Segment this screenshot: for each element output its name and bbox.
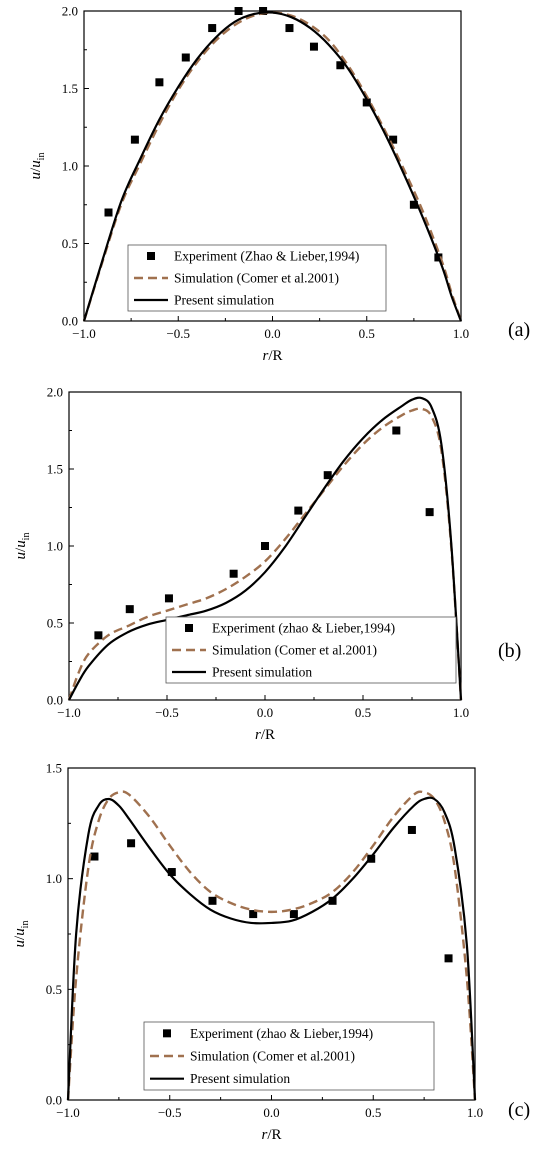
- chart-c-legend-label: Simulation (Comer et al.2001): [190, 1049, 355, 1064]
- chart-b-panel-label: (b): [498, 640, 521, 662]
- chart-c-legend-label: Present simulation: [190, 1071, 290, 1086]
- chart-c-experiment-point: [249, 910, 258, 919]
- chart-a-x-tick-label: −0.5: [166, 326, 190, 341]
- chart-c-present-simulation-line: [66, 796, 477, 1101]
- chart-a-experiment-point: [309, 42, 318, 51]
- chart-b-legend-box: [165, 616, 457, 684]
- chart-c-experiment-point: [444, 954, 453, 963]
- chart-b-experiment-point: [323, 471, 332, 480]
- chart-a-y-tick-label: 0.5: [62, 236, 78, 251]
- chart-c-svg: −1.0 −0.5 0.0 0.5 1.0 0.0 0.5 1.0 1.5 r/R u/uin Exp…: [12, 761, 530, 1144]
- chart-c-legend-box: [143, 1021, 435, 1091]
- chart-b-experiment-point: [164, 594, 173, 603]
- chart-a-legend-box: [127, 244, 387, 312]
- chart-b-y-tick-label: 2.0: [47, 385, 63, 400]
- chart-a-y-axis-label: u/uin: [28, 153, 47, 180]
- chart-a-experiment-point: [181, 53, 190, 62]
- chart-a-present-simulation-line: [82, 11, 463, 322]
- chart-b-x-tick-label: −0.5: [155, 705, 179, 720]
- chart-b-y-tick-label: 0.5: [47, 616, 63, 631]
- chart-a-svg: −1.0 −0.5 0.0 0.5 1.0 0.0 0.5 1.0 1.5 2.0 r/R u/uin…: [28, 4, 530, 365]
- chart-b-present-simulation-line: [68, 396, 463, 701]
- chart-a-y-tick-label: 0.0: [62, 314, 78, 329]
- chart-c-experiment-point: [328, 896, 337, 905]
- chart-a-panel-label: (a): [508, 319, 530, 341]
- chart-b-experiment-point: [125, 605, 134, 614]
- chart-a-experiment-point: [130, 135, 139, 144]
- chart-a-experiment-point: [362, 98, 371, 107]
- chart-b-experiment-point: [94, 631, 103, 640]
- chart-a-experiment-point: [208, 24, 217, 33]
- chart-c-y-axis-label: u/uin: [12, 921, 31, 948]
- chart-a-experiment-point: [389, 135, 398, 144]
- chart-c-experiment-point: [167, 868, 176, 877]
- chart-b-y-tick-label: 0.0: [47, 693, 63, 708]
- chart-a-experiment-point: [259, 7, 268, 15]
- chart-c-legend-marker: [163, 1029, 171, 1038]
- chart-b-y-tick-label: 1.0: [47, 539, 63, 554]
- chart-c-y-tick-label: 0.5: [46, 982, 62, 997]
- chart-a-experiment-point: [409, 200, 418, 209]
- chart-c-panel-label: (c): [508, 1099, 530, 1121]
- chart-b-experiment-point: [229, 569, 238, 578]
- chart-a-y-tick-label: 1.5: [62, 81, 78, 96]
- chart-c-x-tick-label: 0.0: [263, 1105, 279, 1120]
- chart-b-x-tick-label: −1.0: [57, 705, 81, 720]
- chart-c-legend-label: Experiment (zhao & Lieber,1994): [190, 1026, 373, 1041]
- chart-c-x-tick-label: 0.5: [365, 1105, 381, 1120]
- chart-a-y-tick-label: 1.0: [62, 159, 78, 174]
- panel-c: −1.0 −0.5 0.0 0.5 1.0 0.0 0.5 1.0 1.5 r/R u/uin Exp…: [0, 750, 550, 1157]
- chart-c-experiment-point: [289, 910, 298, 919]
- chart-b-legend-marker: [185, 624, 193, 632]
- chart-c-y-tick-label: 1.0: [46, 871, 62, 886]
- chart-c-comer-simulation-line: [66, 790, 477, 1101]
- chart-a-experiment-point: [104, 208, 113, 217]
- chart-a-experiment-point: [234, 7, 243, 15]
- chart-b-x-tick-label: 0.5: [355, 705, 371, 720]
- chart-a-x-tick-label: 0.0: [264, 326, 280, 341]
- chart-a-y-tick-label: 2.0: [62, 4, 78, 19]
- chart-b-experiment-point: [294, 506, 303, 515]
- chart-a-legend: Experiment (Zhao & Lieber,1994) Simulatio…: [127, 244, 387, 312]
- chart-c-legend: Experiment (zhao & Lieber,1994) Simulatio…: [143, 1021, 435, 1091]
- chart-a-x-tick-label: −1.0: [72, 326, 96, 341]
- chart-a-x-tick-label: 0.5: [359, 326, 375, 341]
- chart-c-x-tick-label: −1.0: [56, 1105, 80, 1120]
- chart-b-experiment-point: [261, 542, 269, 550]
- chart-c-experiment-point: [367, 854, 376, 863]
- chart-a-legend-label: Simulation (Comer et al.2001): [174, 271, 339, 286]
- chart-a-experiment-point: [155, 78, 164, 87]
- chart-b-y-axis-label: u/uin: [13, 533, 32, 560]
- chart-c-x-tick-label: 1.0: [467, 1105, 483, 1120]
- chart-b-y-tick-label: 1.5: [47, 462, 63, 477]
- chart-b-legend-label: Present simulation: [212, 665, 312, 680]
- chart-b-legend: Experiment (zhao & Lieber,1994) Simulatio…: [165, 616, 457, 684]
- chart-b-legend-label: Experiment (zhao & Lieber,1994): [212, 621, 395, 636]
- chart-c-experiment-point: [90, 852, 99, 861]
- chart-a-experiment-point: [285, 24, 294, 33]
- chart-b-comer-simulation-line: [67, 407, 463, 701]
- chart-a-legend-label: Experiment (Zhao & Lieber,1994): [174, 249, 359, 264]
- chart-b-experiment-point: [425, 508, 434, 517]
- chart-b-experiment-point: [392, 426, 401, 435]
- chart-b-legend-label: Simulation (Comer et al.2001): [212, 643, 377, 658]
- chart-c-experiment-point: [127, 839, 136, 848]
- chart-c-y-tick-label: 0.0: [46, 1093, 62, 1108]
- chart-c-x-axis-label: r/R: [261, 1127, 281, 1143]
- chart-c-x-tick-label: −0.5: [158, 1105, 182, 1120]
- chart-b-x-tick-label: 0.0: [257, 705, 273, 720]
- chart-a-experiment-point: [336, 61, 345, 70]
- chart-b-svg: −1.0 −0.5 0.0 0.5 1.0 0.0 0.5 1.0 1.5 2.0 r/R u/uin…: [13, 385, 521, 744]
- chart-b-x-axis-label: r/R: [255, 727, 275, 743]
- chart-c-experiment-point: [407, 825, 416, 834]
- chart-c-experiment-point: [208, 896, 217, 905]
- chart-b-x-tick-label: 1.0: [453, 705, 469, 720]
- chart-c-y-tick-label: 1.5: [46, 761, 62, 776]
- panel-a: −1.0 −0.5 0.0 0.5 1.0 0.0 0.5 1.0 1.5 2.0 r/R u/uin…: [0, 0, 550, 372]
- chart-a-legend-marker: [147, 252, 155, 260]
- chart-a-x-tick-label: 1.0: [453, 326, 469, 341]
- chart-a-legend-label: Present simulation: [174, 293, 274, 308]
- panel-b: −1.0 −0.5 0.0 0.5 1.0 0.0 0.5 1.0 1.5 2.0 r/R u/uin…: [0, 372, 550, 750]
- chart-a-x-axis-label: r/R: [262, 348, 282, 364]
